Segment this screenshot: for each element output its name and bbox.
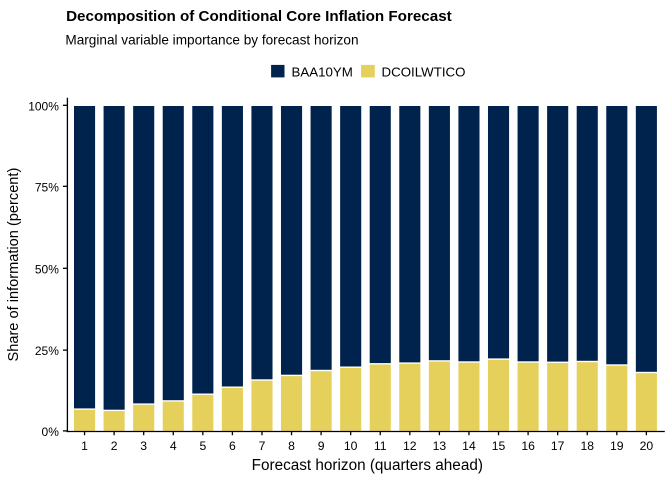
svg-text:11: 11	[374, 439, 387, 453]
svg-text:12: 12	[403, 439, 417, 453]
svg-text:Decomposition of Conditional C: Decomposition of Conditional Core Inflat…	[66, 8, 452, 25]
svg-text:Marginal variable importance b: Marginal variable importance by forecast…	[65, 33, 358, 48]
svg-text:100%: 100%	[28, 99, 59, 113]
svg-text:50%: 50%	[35, 262, 59, 276]
svg-text:DCOILWTICO: DCOILWTICO	[382, 64, 466, 79]
svg-text:20: 20	[640, 439, 654, 453]
svg-text:5: 5	[199, 439, 206, 453]
svg-text:0%: 0%	[42, 425, 60, 439]
svg-text:13: 13	[433, 439, 447, 453]
svg-text:19: 19	[610, 439, 624, 453]
svg-text:4: 4	[170, 439, 177, 453]
svg-text:14: 14	[462, 439, 476, 453]
svg-text:1: 1	[81, 439, 88, 453]
svg-text:75%: 75%	[35, 180, 59, 194]
svg-text:Share of information (percent): Share of information (percent)	[6, 168, 22, 362]
svg-text:25%: 25%	[35, 344, 59, 358]
svg-text:Forecast horizon (quarters ahe: Forecast horizon (quarters ahead)	[252, 457, 483, 474]
svg-text:7: 7	[259, 439, 266, 453]
svg-text:16: 16	[521, 439, 535, 453]
svg-text:10: 10	[344, 439, 358, 453]
svg-text:BAA10YM: BAA10YM	[292, 64, 353, 79]
svg-text:3: 3	[140, 439, 147, 453]
svg-text:17: 17	[551, 439, 565, 453]
svg-text:18: 18	[580, 439, 594, 453]
svg-text:9: 9	[318, 439, 325, 453]
svg-text:15: 15	[492, 439, 506, 453]
svg-text:2: 2	[111, 439, 118, 453]
svg-text:8: 8	[288, 439, 295, 453]
svg-text:6: 6	[229, 439, 236, 453]
